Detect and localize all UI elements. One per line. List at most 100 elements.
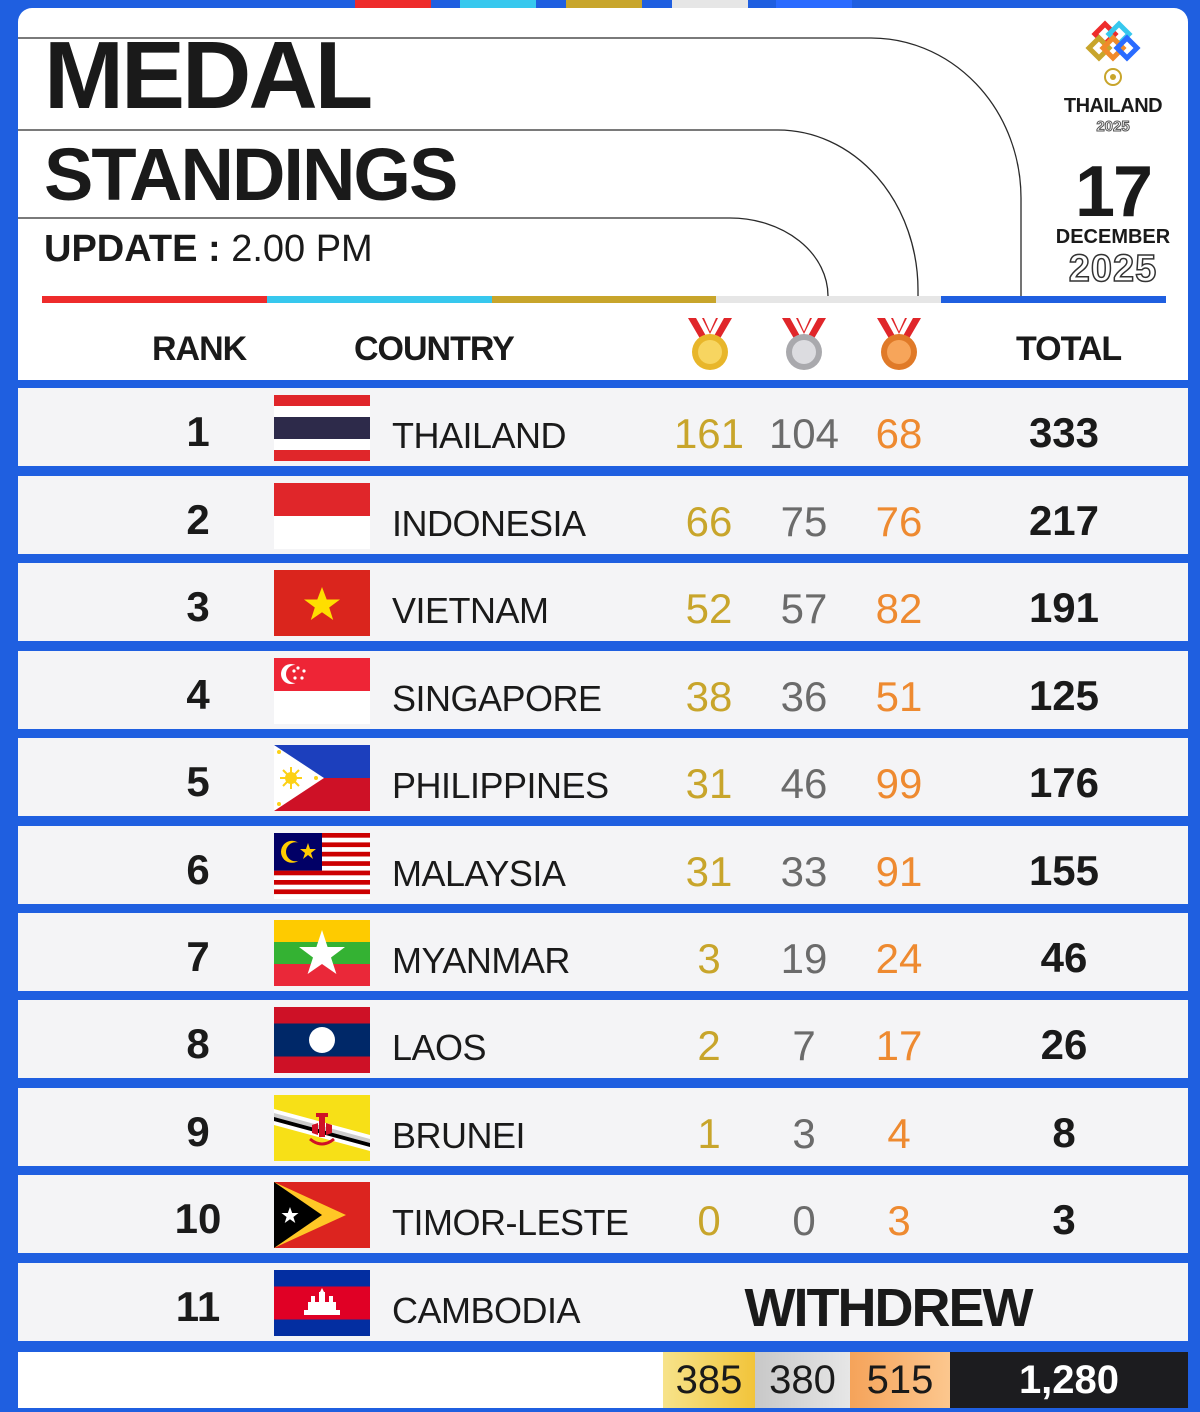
column-header-total: TOTAL: [1016, 330, 1122, 368]
update-label: UPDATE :: [44, 228, 221, 270]
header-color-bar: [42, 296, 1166, 303]
table-row: 8 LAOS 2 7 17 26: [18, 1000, 1188, 1078]
games-emblem-icon: [1085, 20, 1141, 86]
silver-count: 3: [792, 1110, 816, 1157]
total-count: 176: [1028, 759, 1100, 806]
gold-count: 31: [685, 760, 733, 807]
bronze-count: 51: [875, 673, 923, 720]
silver-count: 36: [780, 673, 828, 720]
bronze-count: 3: [887, 1197, 911, 1244]
total-count: 333: [1028, 409, 1100, 456]
country-name: CAMBODIA: [392, 1290, 581, 1331]
malaysia-flag-icon: [274, 833, 370, 899]
withdrew-status: WITHDREW: [744, 1278, 1034, 1338]
silver-count: 33: [780, 848, 828, 895]
header-card: MEDAL STANDINGS UPDATE : 2.00 PM THAILAN…: [18, 8, 1188, 380]
gold-count: 0: [697, 1197, 721, 1244]
silver-count: 57: [780, 585, 828, 632]
gold-count: 31: [685, 848, 733, 895]
total-count: 8: [1052, 1109, 1076, 1156]
country-name: INDONESIA: [392, 503, 586, 544]
logo-text: THAILAND: [1063, 95, 1163, 117]
gold-count: 1: [697, 1110, 721, 1157]
silver-count: 19: [780, 935, 828, 982]
bronze-count: 76: [875, 498, 923, 545]
table-row: 1 THAILAND 161 104 68 333: [18, 388, 1188, 466]
total-count: 217: [1028, 497, 1100, 544]
top-color-strip: [0, 0, 1200, 10]
thailand-flag-icon: [274, 395, 370, 461]
gold-count: 52: [685, 585, 733, 632]
bronze-medal-icon: [877, 318, 921, 370]
country-name: MYANMAR: [392, 940, 570, 981]
country-name: PHILIPPINES: [392, 765, 609, 806]
table-row: 10 TIMOR-LESTE 0 0 3 3: [18, 1175, 1188, 1253]
total-count: 26: [1040, 1021, 1088, 1068]
total-gold: 385: [663, 1352, 755, 1408]
total-count: 191: [1028, 584, 1100, 631]
rank-cell: 5: [186, 758, 210, 805]
table-row: 2 INDONESIA 66 75 76 217: [18, 476, 1188, 554]
table-row: 4 SINGAPORE 38 36 51 125: [18, 651, 1188, 729]
gold-count: 3: [697, 935, 721, 982]
country-name: MALAYSIA: [392, 853, 566, 894]
gold-medal-icon: [688, 318, 732, 370]
rank-cell: 8: [186, 1020, 210, 1067]
rank-cell: 9: [186, 1108, 210, 1155]
silver-medal-icon: [782, 318, 826, 370]
vietnam-flag-icon: [274, 570, 370, 636]
indonesia-flag-icon: [274, 483, 370, 549]
decorative-track-lines: [18, 37, 1022, 297]
bronze-count: 82: [875, 585, 923, 632]
total-count: 155: [1028, 847, 1100, 894]
date-day: 17: [1074, 152, 1153, 232]
rank-cell: 11: [175, 1283, 221, 1330]
total-silver: 380: [755, 1352, 850, 1408]
total-count: 125: [1028, 672, 1100, 719]
total-count: 46: [1040, 934, 1088, 981]
update-time-value: 2.00 PM: [231, 228, 373, 270]
cambodia-flag-icon: [274, 1270, 370, 1336]
silver-count: 104: [768, 410, 840, 457]
country-name: LAOS: [392, 1027, 487, 1068]
philippines-flag-icon: [274, 745, 370, 811]
bronze-count: 99: [875, 760, 923, 807]
rank-cell: 3: [186, 583, 210, 630]
table-header: RANK COUNTRY TOTAL: [18, 308, 1188, 380]
timor-leste-flag-icon: [274, 1182, 370, 1248]
table-row: 9 BRUNEI 1 3 4 8: [18, 1088, 1188, 1166]
rank-cell: 7: [186, 933, 210, 980]
silver-count: 75: [780, 498, 828, 545]
table-row: 6 MALAYSIA 31 33 91 155: [18, 826, 1188, 904]
rank-cell: 4: [186, 671, 210, 718]
bronze-count: 91: [875, 848, 923, 895]
country-name: TIMOR-LESTE: [392, 1202, 629, 1243]
totals-row: 385 380 515 1,280: [18, 1352, 1188, 1408]
silver-count: 7: [792, 1022, 816, 1069]
bronze-count: 24: [875, 935, 923, 982]
column-header-rank: RANK: [152, 330, 247, 368]
table-row: 7 MYANMAR 3 19 24 46: [18, 913, 1188, 991]
bronze-count: 4: [887, 1110, 911, 1157]
bronze-count: 17: [875, 1022, 923, 1069]
country-name: VIETNAM: [392, 590, 549, 631]
total-bronze: 515: [850, 1352, 950, 1408]
singapore-flag-icon: [274, 658, 370, 724]
column-header-country: COUNTRY: [354, 330, 515, 368]
page-subtitle: STANDINGS: [44, 133, 458, 216]
logo-year: 2025: [1096, 118, 1130, 136]
grand-total: 1,280: [950, 1352, 1188, 1408]
myanmar-flag-icon: [274, 920, 370, 986]
table-row: 5 PHILIPPINES 31 46 99 176: [18, 738, 1188, 816]
rank-cell: 1: [186, 408, 210, 455]
country-name: THAILAND: [392, 415, 567, 456]
table-row: 3 VIETNAM 52 57 82 191: [18, 563, 1188, 641]
rank-cell: 10: [174, 1195, 222, 1242]
brunei-flag-icon: [274, 1095, 370, 1161]
gold-count: 66: [685, 498, 733, 545]
gold-count: 2: [697, 1022, 721, 1069]
total-count: 3: [1052, 1196, 1076, 1243]
rank-cell: 2: [186, 496, 210, 543]
bronze-count: 68: [875, 410, 923, 457]
silver-count: 0: [792, 1197, 816, 1244]
